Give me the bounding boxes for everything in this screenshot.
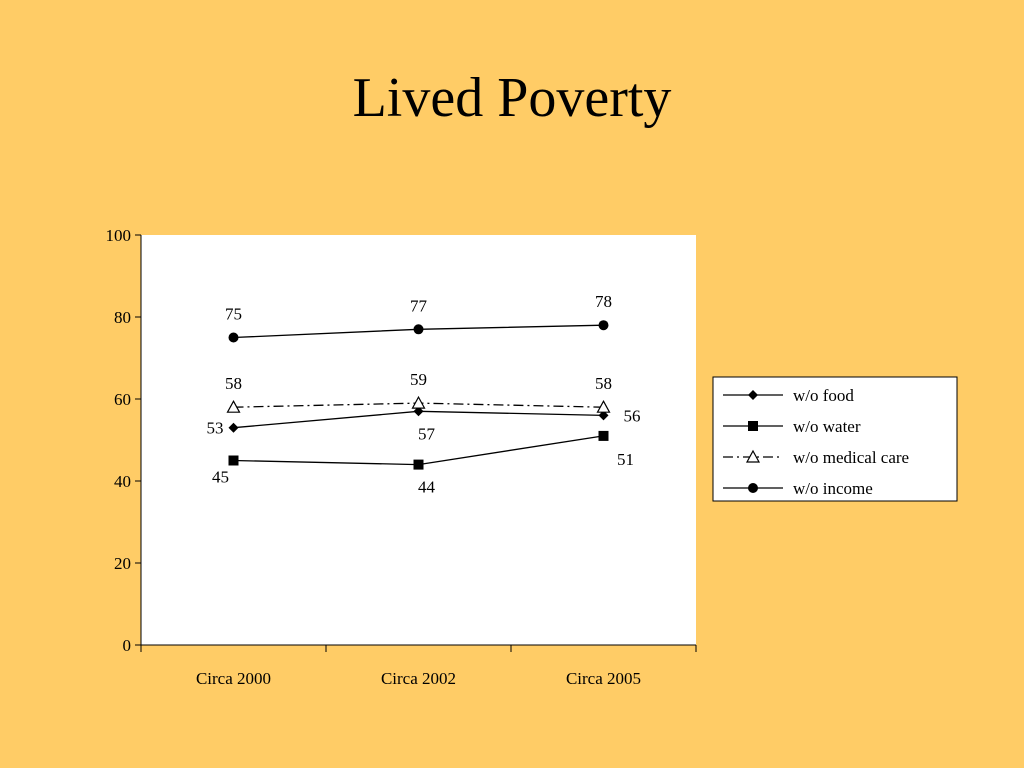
data-label: 58 xyxy=(225,374,242,393)
data-point-marker xyxy=(228,332,239,343)
data-label: 58 xyxy=(595,374,612,393)
data-label: 59 xyxy=(410,370,427,389)
legend-marker xyxy=(748,483,758,493)
legend-label: w/o medical care xyxy=(793,448,909,467)
data-label: 57 xyxy=(418,424,436,443)
data-label: 53 xyxy=(207,419,224,438)
x-tick-label: Circa 2005 xyxy=(566,669,641,688)
data-label: 56 xyxy=(624,406,641,425)
data-label: 44 xyxy=(418,478,436,497)
y-tick-label: 80 xyxy=(114,308,131,327)
data-point-marker xyxy=(411,395,426,409)
y-tick-label: 100 xyxy=(106,226,132,245)
legend-marker xyxy=(748,421,758,431)
data-label: 51 xyxy=(617,450,634,469)
y-tick-label: 20 xyxy=(114,554,131,573)
legend: w/o food w/o water w/o medical care w/o inc… xyxy=(712,376,958,502)
data-label: 77 xyxy=(410,296,428,315)
data-point-marker xyxy=(596,399,611,413)
markers xyxy=(226,320,611,470)
data-point-marker xyxy=(228,455,239,466)
data-label: 45 xyxy=(212,468,229,487)
data-point-marker xyxy=(598,430,609,441)
y-tick-label: 0 xyxy=(123,636,132,655)
axes: 0 20 40 60 80 100 Circa 2000 Circa 2002 Circa 20… xyxy=(106,226,697,688)
slide-title: Lived Poverty xyxy=(352,67,672,129)
data-point-marker xyxy=(413,324,424,335)
legend-marker xyxy=(748,390,758,400)
data-point-marker xyxy=(598,410,609,421)
y-tick-label: 40 xyxy=(114,472,131,491)
x-tick-label: Circa 2002 xyxy=(381,669,456,688)
data-point-marker xyxy=(598,320,609,331)
data-label: 78 xyxy=(595,292,612,311)
data-labels: 53 57 56 45 44 51 58 59 58 75 77 78 xyxy=(207,292,641,496)
data-point-marker xyxy=(228,422,239,433)
data-point-marker xyxy=(413,406,424,417)
data-point-marker xyxy=(413,459,424,470)
y-tick-label: 60 xyxy=(114,390,131,409)
data-point-marker xyxy=(226,399,241,413)
legend-label: w/o food xyxy=(793,386,854,405)
legend-label: w/o income xyxy=(793,479,873,498)
legend-label: w/o water xyxy=(793,417,861,436)
data-label: 75 xyxy=(225,305,242,324)
x-tick-label: Circa 2000 xyxy=(196,669,271,688)
legend-marker xyxy=(745,449,761,463)
